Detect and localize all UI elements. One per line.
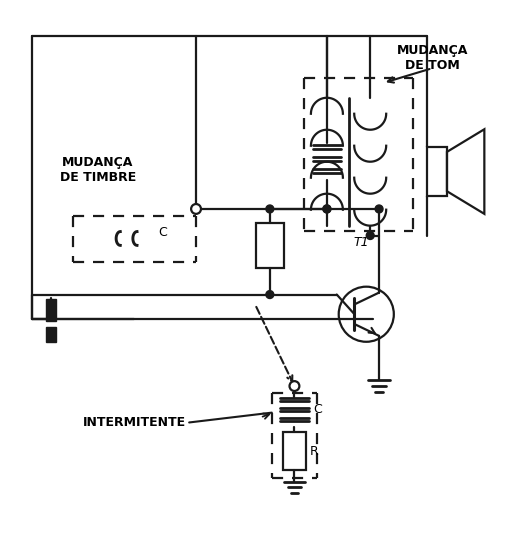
- Circle shape: [323, 205, 331, 213]
- Circle shape: [266, 290, 274, 299]
- Circle shape: [323, 205, 331, 213]
- Bar: [256, 223, 283, 268]
- Circle shape: [290, 381, 300, 391]
- Text: T1: T1: [354, 235, 369, 248]
- Circle shape: [266, 205, 274, 213]
- Circle shape: [375, 205, 383, 213]
- Circle shape: [366, 232, 374, 239]
- Text: MUDANÇA
DE TIMBRE: MUDANÇA DE TIMBRE: [59, 155, 136, 184]
- Bar: [283, 433, 306, 470]
- Text: R: R: [310, 444, 319, 458]
- Text: MUDANÇA
DE TOM: MUDANÇA DE TOM: [397, 44, 468, 73]
- Bar: [46, 327, 56, 342]
- Circle shape: [191, 204, 201, 214]
- Bar: [427, 147, 447, 196]
- Text: C: C: [313, 403, 322, 416]
- Text: C: C: [159, 226, 167, 239]
- Bar: [46, 300, 56, 321]
- Text: INTERMITENTE: INTERMITENTE: [83, 416, 186, 429]
